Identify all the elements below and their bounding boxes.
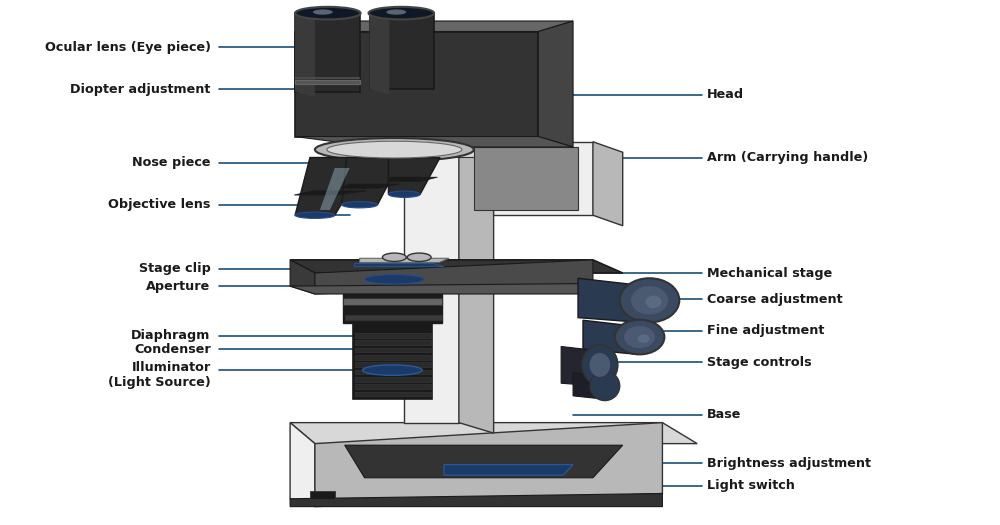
- Bar: [355, 333, 431, 338]
- Ellipse shape: [590, 353, 610, 376]
- Ellipse shape: [295, 7, 361, 19]
- Polygon shape: [290, 423, 697, 444]
- Polygon shape: [295, 158, 370, 215]
- Bar: [355, 348, 431, 352]
- Polygon shape: [538, 21, 573, 147]
- Polygon shape: [345, 445, 623, 478]
- Ellipse shape: [646, 296, 661, 308]
- Text: Brightness adjustment: Brightness adjustment: [707, 457, 871, 469]
- Ellipse shape: [632, 287, 667, 314]
- Polygon shape: [593, 142, 623, 226]
- Ellipse shape: [369, 7, 434, 19]
- Polygon shape: [310, 491, 335, 499]
- Text: Coarse adjustment: Coarse adjustment: [707, 293, 843, 306]
- Polygon shape: [320, 168, 350, 210]
- Ellipse shape: [620, 278, 679, 322]
- Polygon shape: [459, 142, 593, 215]
- Polygon shape: [290, 494, 662, 507]
- Polygon shape: [294, 191, 367, 195]
- Text: Diaphragm: Diaphragm: [131, 330, 211, 342]
- Polygon shape: [459, 147, 494, 433]
- Ellipse shape: [342, 202, 377, 208]
- Text: Objective lens: Objective lens: [108, 198, 211, 211]
- Text: Diopter adjustment: Diopter adjustment: [70, 83, 211, 96]
- Ellipse shape: [407, 253, 431, 261]
- Polygon shape: [295, 21, 573, 32]
- Bar: [295, 77, 360, 79]
- Polygon shape: [573, 373, 603, 399]
- Ellipse shape: [615, 320, 664, 354]
- Polygon shape: [388, 177, 437, 182]
- Ellipse shape: [388, 191, 420, 197]
- Polygon shape: [343, 294, 442, 323]
- Ellipse shape: [327, 141, 462, 158]
- Text: Illuminator
(Light Source): Illuminator (Light Source): [108, 361, 211, 390]
- Ellipse shape: [315, 138, 474, 161]
- Polygon shape: [295, 32, 538, 136]
- Polygon shape: [315, 423, 662, 507]
- Polygon shape: [404, 147, 494, 157]
- Bar: [343, 298, 442, 304]
- Polygon shape: [341, 184, 400, 188]
- Bar: [355, 384, 431, 389]
- Bar: [355, 370, 431, 374]
- Ellipse shape: [638, 334, 650, 343]
- Polygon shape: [290, 423, 315, 507]
- Polygon shape: [315, 260, 593, 294]
- Polygon shape: [404, 147, 459, 423]
- Ellipse shape: [313, 9, 333, 15]
- Ellipse shape: [363, 365, 422, 375]
- Bar: [355, 355, 431, 360]
- Text: Aperture: Aperture: [146, 280, 211, 292]
- Polygon shape: [295, 13, 315, 97]
- Text: Stage clip: Stage clip: [139, 262, 211, 275]
- Ellipse shape: [382, 253, 406, 261]
- Bar: [355, 377, 431, 382]
- Text: Light switch: Light switch: [707, 479, 795, 492]
- Text: Fine adjustment: Fine adjustment: [707, 324, 824, 337]
- Polygon shape: [342, 158, 402, 205]
- Ellipse shape: [582, 345, 618, 385]
- Bar: [355, 392, 431, 396]
- Polygon shape: [474, 147, 578, 210]
- Polygon shape: [355, 264, 444, 267]
- Bar: [355, 340, 431, 345]
- Ellipse shape: [386, 9, 406, 15]
- Polygon shape: [295, 136, 573, 147]
- Text: Base: Base: [707, 408, 741, 421]
- Ellipse shape: [590, 371, 620, 401]
- Polygon shape: [290, 260, 623, 273]
- Text: Ocular lens (Eye piece): Ocular lens (Eye piece): [45, 41, 211, 54]
- Text: Mechanical stage: Mechanical stage: [707, 267, 832, 279]
- Ellipse shape: [365, 275, 424, 284]
- Polygon shape: [370, 13, 389, 94]
- Polygon shape: [353, 323, 432, 399]
- Polygon shape: [388, 158, 440, 194]
- Bar: [355, 362, 431, 367]
- Bar: [345, 315, 442, 320]
- Text: Nose piece: Nose piece: [132, 156, 211, 169]
- Polygon shape: [583, 320, 638, 354]
- Polygon shape: [360, 258, 449, 262]
- Polygon shape: [561, 346, 598, 386]
- Polygon shape: [370, 13, 434, 89]
- Ellipse shape: [625, 327, 654, 348]
- Polygon shape: [290, 284, 623, 294]
- Polygon shape: [578, 278, 648, 323]
- Text: Condenser: Condenser: [134, 343, 211, 355]
- Bar: [295, 80, 360, 84]
- Polygon shape: [444, 465, 573, 475]
- Polygon shape: [290, 260, 315, 294]
- Polygon shape: [295, 13, 360, 92]
- Text: Stage controls: Stage controls: [707, 356, 812, 369]
- Ellipse shape: [295, 212, 335, 218]
- Text: Arm (Carrying handle): Arm (Carrying handle): [707, 151, 868, 164]
- Text: Head: Head: [707, 88, 744, 101]
